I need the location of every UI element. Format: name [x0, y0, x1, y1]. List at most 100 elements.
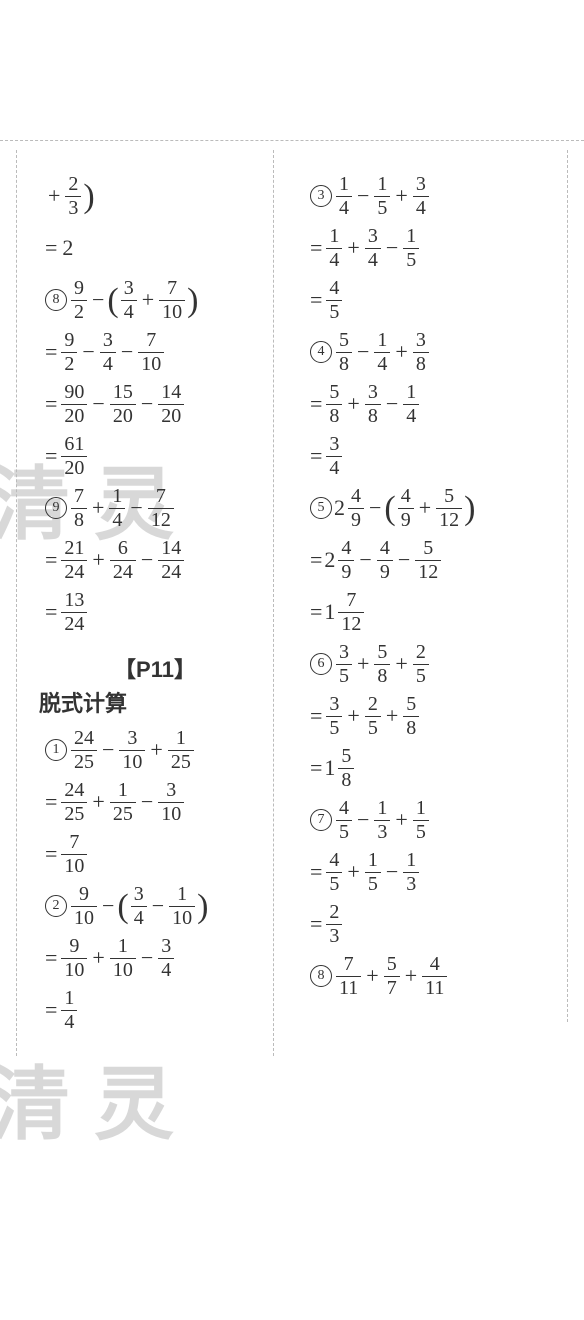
right-paren: ) — [197, 890, 208, 924]
fraction: 512 — [436, 486, 462, 531]
left-paren: ( — [384, 492, 395, 526]
fraction: 14 — [403, 382, 419, 427]
problem-number-circle: 9 — [45, 497, 67, 519]
equals-sign: = — [45, 999, 57, 1021]
fraction: 712 — [148, 486, 174, 531]
fraction: 58 — [336, 330, 352, 375]
operator: + — [142, 289, 154, 311]
equals-sign: = — [45, 601, 57, 623]
equals-sign: = — [310, 601, 322, 623]
operator: − — [102, 739, 114, 761]
fraction: 512 — [415, 538, 441, 583]
equals-sign: = — [45, 843, 57, 865]
operator: − — [92, 289, 104, 311]
operator: + — [150, 739, 162, 761]
operator: + — [347, 861, 359, 883]
fraction: 710 — [61, 832, 87, 877]
section-header: 【P11】 — [45, 652, 265, 684]
equals-sign: = — [310, 705, 322, 727]
equals-sign: = — [45, 947, 57, 969]
math-line: =2425+125−310 — [45, 776, 265, 828]
math-line: =23 — [310, 898, 559, 950]
fraction: 49 — [377, 538, 393, 583]
mixed-number: 1712 — [324, 590, 366, 635]
math-line: +23) — [45, 170, 265, 222]
operator: + — [366, 965, 378, 987]
fraction: 14 — [336, 174, 352, 219]
fraction: 34 — [326, 434, 342, 479]
math-line: =158 — [310, 742, 559, 794]
mixed-number: 158 — [324, 746, 356, 791]
fraction: 58 — [374, 642, 390, 687]
fraction: 92 — [61, 330, 77, 375]
math-line: =249−49−512 — [310, 534, 559, 586]
math-line: 12425−310+125 — [45, 724, 265, 776]
equals-sign: = — [310, 445, 322, 467]
operator: + — [386, 705, 398, 727]
fraction: 14 — [326, 226, 342, 271]
operator: + — [395, 185, 407, 207]
fraction: 25 — [365, 694, 381, 739]
math-line: =1712 — [310, 586, 559, 638]
mixed-number: 249 — [334, 486, 366, 531]
fraction: 45 — [326, 278, 342, 323]
section-subtitle: 脱式计算 — [39, 686, 265, 718]
fraction: 23 — [326, 902, 342, 947]
math-line: =2 — [45, 222, 265, 274]
math-line: =2124+624−1424 — [45, 534, 265, 586]
math-line: =34 — [310, 430, 559, 482]
math-line: =92−34−710 — [45, 326, 265, 378]
equals-sign: = — [310, 913, 322, 935]
fraction: 15 — [413, 798, 429, 843]
operator: + — [92, 947, 104, 969]
equals-sign: = — [45, 445, 57, 467]
integer: 2 — [62, 237, 73, 259]
fraction: 1420 — [158, 382, 184, 427]
problem-number-circle: 5 — [310, 497, 332, 519]
problem-number-circle: 4 — [310, 341, 332, 363]
operator: − — [398, 549, 410, 571]
math-line: 314−15+34 — [310, 170, 559, 222]
problem-number-circle: 1 — [45, 739, 67, 761]
left-paren: ( — [107, 284, 118, 318]
fraction: 49 — [338, 538, 354, 583]
math-line: =6120 — [45, 430, 265, 482]
operator: + — [347, 237, 359, 259]
fraction: 34 — [100, 330, 116, 375]
fraction: 14 — [109, 486, 125, 531]
problem-number-circle: 8 — [310, 965, 332, 987]
fraction: 35 — [326, 694, 342, 739]
operator: + — [395, 653, 407, 675]
fraction: 14 — [61, 988, 77, 1033]
equals-sign: = — [310, 549, 322, 571]
equals-sign: = — [45, 237, 57, 259]
equals-sign: = — [310, 757, 322, 779]
fraction: 1520 — [110, 382, 136, 427]
operator: + — [92, 791, 104, 813]
fraction: 624 — [110, 538, 136, 583]
math-line: =710 — [45, 828, 265, 880]
fraction: 58 — [338, 746, 354, 791]
fraction: 712 — [338, 590, 364, 635]
operator: + — [395, 809, 407, 831]
fraction: 34 — [365, 226, 381, 271]
operator: − — [359, 549, 371, 571]
operator: − — [141, 791, 153, 813]
fraction: 15 — [365, 850, 381, 895]
right-column: 314−15+34=14+34−15=45458−14+38=58+38−14=… — [290, 150, 568, 1022]
operator: − — [152, 895, 164, 917]
fraction: 710 — [138, 330, 164, 375]
mixed-number: 249 — [324, 538, 356, 583]
equals-sign: = — [45, 549, 57, 571]
operator: − — [357, 185, 369, 207]
problem-number-circle: 8 — [45, 289, 67, 311]
math-line: 2910−(34−110) — [45, 880, 265, 932]
fraction: 35 — [336, 642, 352, 687]
equals-sign: = — [45, 791, 57, 813]
fraction: 13 — [374, 798, 390, 843]
operator: − — [386, 861, 398, 883]
math-line: 635+58+25 — [310, 638, 559, 690]
math-line: 892−(34+710) — [45, 274, 265, 326]
operator: + — [92, 497, 104, 519]
operator: + — [92, 549, 104, 571]
